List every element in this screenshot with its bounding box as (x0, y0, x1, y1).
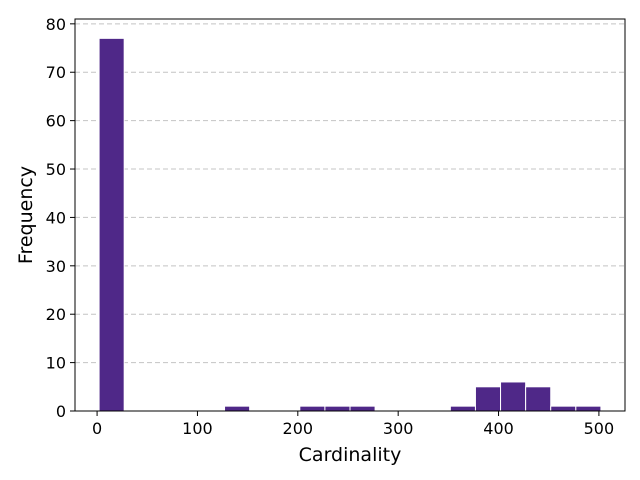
y-tick-label: 50 (46, 160, 66, 179)
y-tick-label: 40 (46, 208, 66, 227)
histogram-bars (98, 37, 602, 412)
x-tick-label: 300 (383, 419, 414, 438)
histogram-bar (299, 405, 326, 412)
histogram-bar (349, 405, 376, 412)
histogram-bar (324, 405, 351, 412)
histogram-bar (98, 37, 125, 412)
histogram-bar (474, 386, 502, 412)
y-tick-label: 0 (56, 402, 66, 421)
histogram-bar (550, 405, 577, 412)
histogram-bar (525, 386, 552, 412)
x-tick-label: 400 (483, 419, 514, 438)
y-tick-label: 10 (46, 354, 66, 373)
y-axis-ticks: 0 10 20 30 40 50 60 70 80 (46, 15, 75, 421)
x-axis-ticks: 0 100 200 300 400 500 (92, 411, 614, 438)
y-tick-label: 30 (46, 257, 66, 276)
y-tick-label: 70 (46, 63, 66, 82)
x-tick-label: 200 (283, 419, 314, 438)
y-axis-label: Frequency (15, 166, 37, 264)
histogram-bar (449, 405, 476, 412)
y-tick-label: 80 (46, 15, 66, 34)
grid-lines (75, 23, 625, 364)
x-tick-label: 100 (182, 419, 213, 438)
histogram-bar (224, 405, 251, 412)
plot-frame (74, 18, 626, 412)
y-tick-label: 60 (46, 112, 66, 131)
y-tick-label: 20 (46, 305, 66, 324)
x-tick-label: 500 (584, 419, 615, 438)
histogram-bar (575, 405, 602, 412)
histogram-bar (500, 381, 527, 412)
x-axis-label: Cardinality (299, 444, 402, 466)
x-tick-label: 0 (92, 419, 102, 438)
